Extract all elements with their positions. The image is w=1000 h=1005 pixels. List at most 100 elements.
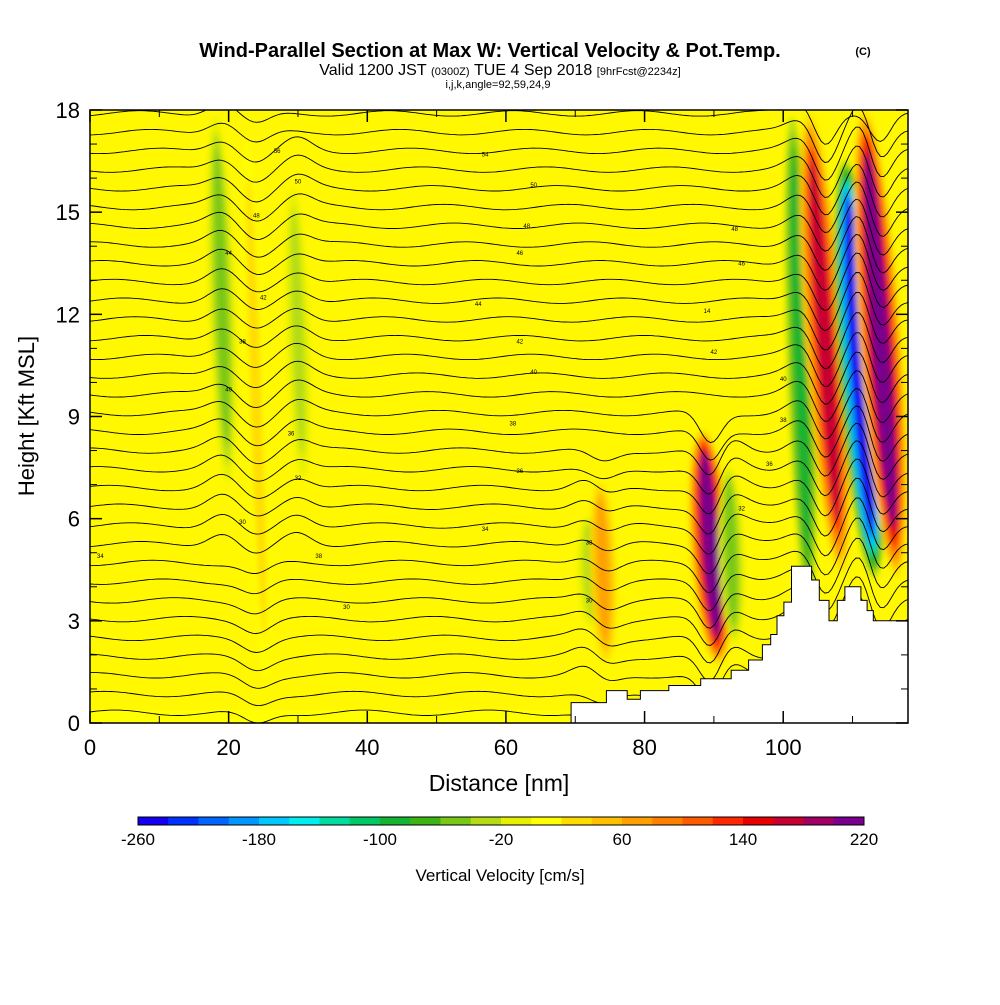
theta-contour bbox=[90, 216, 908, 274]
colorbar-tick-label: -260 bbox=[121, 830, 155, 849]
theta-contour bbox=[90, 594, 908, 649]
theta-contour bbox=[90, 477, 908, 537]
theta-label: 14 bbox=[704, 309, 711, 315]
colorbar-tick-label: -180 bbox=[242, 830, 276, 849]
plot-area: 56 54 50 50 48 48 48 44 46 46 42 44 14 38 42 42 40 40 40 38… bbox=[90, 110, 908, 723]
colorbar-frame bbox=[137, 816, 865, 826]
theta-label: 38 bbox=[586, 541, 593, 547]
y-tick-label: 6 bbox=[68, 507, 80, 532]
colorbar-swatch bbox=[803, 817, 835, 825]
y-tick-label: 3 bbox=[68, 609, 80, 634]
theta-label: 50 bbox=[295, 180, 302, 186]
theta-label: 46 bbox=[516, 251, 523, 257]
theta-label: 42 bbox=[711, 350, 718, 356]
colorbar-swatch bbox=[198, 817, 230, 825]
colorbar-swatch bbox=[561, 817, 593, 825]
slice-info: i,j,k,angle=92,59,24,9 bbox=[446, 79, 551, 91]
valid-utc: (0300Z) bbox=[431, 66, 470, 78]
colorbar-swatch bbox=[410, 817, 441, 825]
x-tick-label: 60 bbox=[494, 735, 518, 760]
colorbar-tick-label: 220 bbox=[850, 830, 878, 849]
theta-label: 44 bbox=[225, 251, 232, 257]
theta-contour bbox=[90, 126, 908, 181]
theta-contour bbox=[90, 252, 908, 311]
y-tick-label: 0 bbox=[68, 711, 80, 736]
theta-label: 32 bbox=[738, 506, 745, 512]
colorbar-tick-label: -100 bbox=[363, 830, 397, 849]
theta-contour bbox=[90, 181, 908, 237]
theta-label: 34 bbox=[482, 527, 489, 533]
w-contour-level bbox=[290, 207, 306, 456]
colorbar-swatch bbox=[470, 817, 502, 825]
theta-contour-labels: 56 54 50 50 48 48 48 44 46 46 42 44 14 38 42 42 40 40 40 38… bbox=[97, 149, 787, 611]
w-feature-downdraft bbox=[784, 117, 817, 603]
theta-contour bbox=[90, 272, 908, 332]
colorbar-label: Vertical Velocity [cm/s] bbox=[415, 866, 584, 885]
x-tick-label: 40 bbox=[355, 735, 379, 760]
colorbar-swatch bbox=[228, 817, 260, 825]
valid-date: TUE 4 Sep 2018 bbox=[474, 62, 592, 79]
theta-label: 34 bbox=[97, 554, 104, 560]
theta-contour bbox=[90, 422, 908, 480]
colorbar-swatch bbox=[531, 817, 562, 825]
theta-label: 38 bbox=[510, 421, 517, 427]
colorbar-swatch bbox=[319, 817, 351, 825]
theta-contour bbox=[90, 370, 908, 423]
theta-label: 38 bbox=[239, 340, 246, 346]
theta-contour bbox=[90, 576, 908, 629]
theta-label: 32 bbox=[295, 476, 302, 482]
theta-label: 48 bbox=[523, 224, 530, 230]
y-tick-label: 9 bbox=[68, 405, 80, 430]
theta-label: 40 bbox=[530, 370, 537, 376]
theta-contours bbox=[90, 110, 908, 723]
title-mark: (C) bbox=[855, 46, 871, 58]
terrain-mask bbox=[570, 565, 908, 723]
colorbar-swatch bbox=[138, 817, 169, 825]
theta-label: 30 bbox=[239, 520, 246, 526]
theta-label: 42 bbox=[260, 295, 267, 301]
theta-contour bbox=[90, 537, 908, 594]
colorbar-swatch bbox=[289, 817, 320, 825]
colorbar-swatch bbox=[440, 817, 472, 825]
theta-label: 44 bbox=[475, 302, 482, 308]
colorbar-tick-label: -20 bbox=[489, 830, 514, 849]
y-tick-label: 12 bbox=[56, 302, 80, 327]
theta-contour bbox=[90, 351, 908, 405]
w-contour-level bbox=[810, 158, 840, 521]
theta-label: 38 bbox=[315, 554, 322, 560]
theta-contour bbox=[90, 110, 908, 145]
w-contour-level bbox=[865, 158, 895, 521]
theta-contour bbox=[90, 497, 908, 557]
y-tick-label: 18 bbox=[56, 98, 80, 123]
y-tick-label: 15 bbox=[56, 200, 80, 225]
w-contour-level bbox=[700, 452, 721, 636]
x-axis-label: Distance [nm] bbox=[429, 770, 570, 796]
colorbar-swatch bbox=[380, 817, 411, 825]
theta-contour bbox=[90, 292, 908, 351]
theta-label: 50 bbox=[530, 183, 537, 189]
theta-contour bbox=[90, 440, 908, 498]
colorbar-swatch bbox=[349, 817, 381, 825]
theta-label: 48 bbox=[253, 214, 260, 220]
theta-contour bbox=[90, 405, 908, 462]
theta-label: 36 bbox=[516, 469, 523, 475]
theta-label: 38 bbox=[780, 418, 787, 424]
colorbar-swatch bbox=[259, 817, 290, 825]
x-tick-label: 100 bbox=[765, 735, 802, 760]
colorbar-swatch bbox=[591, 817, 623, 825]
w-contour-level bbox=[791, 162, 810, 551]
w-feature-downdraft bbox=[207, 117, 236, 483]
theta-label: 36 bbox=[288, 432, 295, 438]
theta-contour bbox=[90, 312, 908, 370]
colorbar-swatch bbox=[501, 817, 532, 825]
colorbar: -260 -180 -100 -20 60 140 220 bbox=[121, 816, 878, 849]
theta-label: 56 bbox=[274, 149, 281, 155]
theta-contour bbox=[90, 388, 908, 444]
w-feature-updraft bbox=[688, 430, 733, 665]
w-contour-level bbox=[845, 203, 873, 528]
theta-label: 40 bbox=[225, 387, 232, 393]
w-contour-level bbox=[724, 479, 738, 626]
x-tick-label: 0 bbox=[84, 735, 96, 760]
